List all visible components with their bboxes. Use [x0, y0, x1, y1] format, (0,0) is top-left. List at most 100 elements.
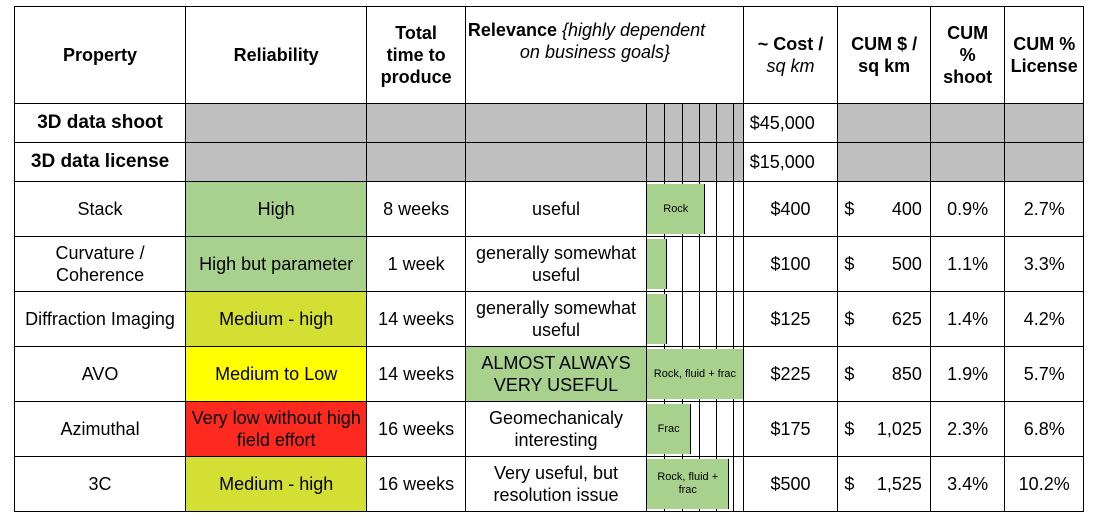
header-shoot-line1: CUM: [947, 23, 989, 43]
summary-label: 3D data shoot: [13, 103, 187, 143]
table-row: Azimuthal Very low without high field eff…: [13, 401, 1084, 457]
table-row: Stack High 8 weeks useful Rock $400 $400 0.9% 2.…: [13, 181, 1084, 237]
cum-cost-cell: $1,025: [837, 401, 931, 457]
header-reliability: Reliability: [185, 6, 368, 104]
relevance-cell: generally somewhat useful: [464, 236, 648, 292]
gray-cell: [837, 103, 931, 143]
relevance-bar-label: Rock, fluid + frac: [657, 471, 719, 496]
relevance-bar-cell: Rock, fluid + frac: [646, 346, 744, 402]
time-cell: 14 weeks: [366, 291, 466, 347]
property-cell: 3C: [13, 456, 187, 512]
header-cum-line2: sq km: [858, 56, 911, 76]
gray-cell: [366, 142, 466, 182]
gray-cell: [1004, 103, 1084, 143]
header-cost-line1: ~ Cost /: [757, 34, 824, 54]
cum-cost-value: 400: [891, 199, 922, 219]
cost-cell: $225: [742, 346, 839, 402]
gray-cell: [929, 103, 1006, 143]
time-cell: 14 weeks: [366, 346, 466, 402]
gray-cell: [185, 103, 368, 143]
header-cum-shoot: CUM % shoot: [929, 6, 1006, 104]
cost-table-sheet: Property Reliability Total time to produ…: [13, 6, 1084, 514]
reliability-cell: Medium - high: [185, 291, 368, 347]
time-cell: 16 weeks: [366, 401, 466, 457]
header-time-line1: Total: [395, 23, 437, 43]
relevance-bar-label: Rock, fluid + frac: [653, 367, 737, 380]
relevance-bar: [647, 239, 668, 289]
gray-cell: [464, 103, 648, 143]
header-relevance-note-1: {highly dependent: [562, 20, 706, 40]
table-row: Curvature / Coherence High but parameter 1…: [13, 236, 1084, 292]
cum-shoot-cell: 2.3%: [929, 401, 1006, 457]
header-license-line1: CUM %: [1013, 34, 1076, 54]
property-cell: Diffraction Imaging: [13, 291, 187, 347]
relevance-bar-label: Frac: [657, 422, 680, 435]
seismic-attribute-table: Property Reliability Total time to produ…: [13, 6, 1084, 512]
header-time: Total time to produce: [366, 6, 466, 104]
time-cell: 1 week: [366, 236, 466, 292]
relevance-bar-cell: Frac: [646, 401, 744, 457]
relevance-bar-cell: Rock, fluid + frac: [646, 456, 744, 512]
time-cell: 16 weeks: [366, 456, 466, 512]
cum-license-cell: 3.3%: [1004, 236, 1084, 292]
header-cost-line2: sq km: [766, 56, 815, 76]
cum-license-cell: 5.7%: [1004, 346, 1084, 402]
gray-bar-cell: [646, 103, 744, 143]
header-shoot-line2: %: [959, 45, 976, 65]
cum-shoot-cell: 1.9%: [929, 346, 1006, 402]
cum-cost-sign: $: [844, 199, 855, 219]
header-time-line2: time to: [386, 45, 446, 65]
relevance-bar: [647, 294, 668, 344]
cost-cell: $100: [742, 236, 839, 292]
relevance-bar-cell: Rock: [646, 181, 744, 237]
cum-cost-cell: $400: [837, 181, 931, 237]
cum-cost-value: 1,525: [876, 474, 922, 494]
cum-cost-value: 1,025: [876, 419, 922, 439]
cost-cell: $500: [742, 456, 839, 512]
data-rows: Stack High 8 weeks useful Rock $400 $400 0.9% 2.…: [13, 181, 1084, 512]
cost-cell: $175: [742, 401, 839, 457]
cum-cost-sign: $: [844, 309, 855, 329]
header-shoot-line3: shoot: [943, 67, 993, 87]
cost-cell: $400: [742, 181, 839, 237]
reliability-cell: Medium - high: [185, 456, 368, 512]
relevance-cell: ALMOST ALWAYS VERY USEFUL: [464, 346, 648, 402]
header-license-line2: License: [1010, 56, 1078, 76]
cum-license-cell: 4.2%: [1004, 291, 1084, 347]
header-cum-cost: CUM $ / sq km: [837, 6, 931, 104]
relevance-bar-cell: [646, 236, 744, 292]
reliability-cell: High: [185, 181, 368, 237]
reliability-cell: Very low without high field effort: [185, 401, 368, 457]
property-cell: Stack: [13, 181, 187, 237]
cum-license-cell: 6.8%: [1004, 401, 1084, 457]
summary-cost: $45,000: [742, 103, 839, 143]
cost-cell: $125: [742, 291, 839, 347]
table-row: 3C Medium - high 16 weeks Very useful, but …: [13, 456, 1084, 512]
cum-cost-sign: $: [844, 254, 855, 274]
property-cell: Curvature / Coherence: [13, 236, 187, 292]
header-cost: ~ Cost / sq km: [742, 6, 839, 104]
summary-row-license: 3D data license $15,000: [13, 142, 1084, 182]
cum-shoot-cell: 3.4%: [929, 456, 1006, 512]
relevance-cell: Geomechanicaly interesting: [464, 401, 648, 457]
cum-cost-cell: $500: [837, 236, 931, 292]
gray-cell: [366, 103, 466, 143]
header-cum-license: CUM % License: [1004, 6, 1084, 104]
cum-cost-cell: $625: [837, 291, 931, 347]
cum-license-cell: 10.2%: [1004, 456, 1084, 512]
relevance-bar: Rock, fluid + frac: [647, 459, 730, 509]
summary-cost: $15,000: [742, 142, 839, 182]
gray-bar-cell: [646, 142, 744, 182]
gray-cell: [185, 142, 368, 182]
relevance-bar: Rock, fluid + frac: [647, 349, 743, 399]
relevance-cell: Very useful, but resolution issue: [464, 456, 648, 512]
cum-cost-value: 500: [891, 254, 922, 274]
table-row: Diffraction Imaging Medium - high 14 weeks…: [13, 291, 1084, 347]
cum-cost-sign: $: [844, 419, 855, 439]
cum-cost-value: 625: [891, 309, 922, 329]
relevance-bar-cell: [646, 291, 744, 347]
header-relevance-note-2: on business goals}: [519, 42, 671, 62]
cum-cost-sign: $: [844, 474, 855, 494]
gray-cell: [1004, 142, 1084, 182]
cum-cost-value: 850: [891, 364, 922, 384]
